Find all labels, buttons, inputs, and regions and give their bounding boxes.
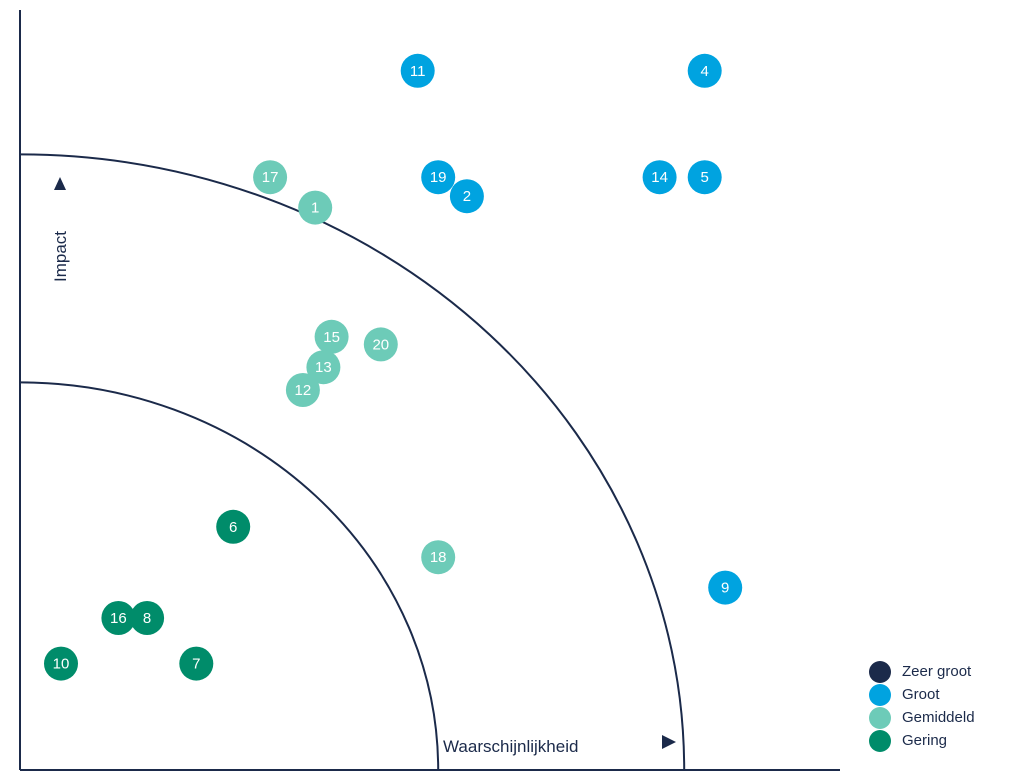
point-marker — [642, 160, 677, 195]
point-marker — [687, 53, 722, 88]
point-marker — [298, 190, 333, 225]
legend-item: Gering — [869, 729, 1019, 752]
point-label: 18 — [430, 549, 447, 566]
data-point-14: 14 — [642, 160, 677, 195]
zones-group — [19, 153, 686, 771]
data-point-4: 4 — [687, 53, 722, 88]
data-point-15: 15 — [314, 319, 349, 354]
point-label: 17 — [262, 169, 279, 186]
legend-label: Gemiddeld — [902, 709, 975, 726]
point-label: 14 — [651, 169, 668, 186]
data-point-11: 11 — [400, 53, 435, 88]
y-axis-label: Impact — [51, 231, 70, 282]
point-marker — [708, 570, 743, 605]
legend-item: Zeer groot — [869, 660, 1019, 683]
point-marker — [253, 160, 288, 195]
point-label: 12 — [295, 382, 312, 399]
data-point-20: 20 — [363, 327, 398, 362]
data-point-19: 19 — [421, 160, 456, 195]
point-label: 2 — [463, 188, 471, 205]
point-label: 16 — [110, 610, 127, 627]
point-marker — [421, 540, 456, 575]
zone-arc-inner — [19, 381, 440, 771]
point-label: 13 — [315, 359, 332, 376]
x-axis-label: Waarschijnlijkheid — [443, 737, 578, 756]
legend-item: Groot — [869, 683, 1019, 706]
point-label: 9 — [721, 580, 729, 597]
legend-label: Groot — [902, 686, 940, 703]
data-point-16: 16 — [101, 601, 136, 635]
legend-swatch — [869, 729, 891, 752]
point-marker — [687, 160, 722, 195]
point-marker — [44, 646, 78, 681]
legend-swatch — [869, 660, 891, 683]
point-marker — [421, 160, 456, 195]
point-marker — [314, 319, 349, 354]
legend-swatch — [869, 683, 891, 706]
point-label: 19 — [430, 169, 447, 186]
legend-label: Zeer groot — [902, 663, 972, 680]
data-point-18: 18 — [421, 540, 456, 575]
point-label: 4 — [701, 63, 709, 80]
legend-swatch — [869, 706, 891, 729]
point-label: 8 — [143, 610, 151, 627]
point-label: 20 — [372, 336, 389, 353]
point-marker — [179, 646, 214, 681]
x-axis-arrow-icon — [662, 735, 676, 749]
point-label: 15 — [323, 329, 340, 346]
point-label: 1 — [311, 200, 319, 217]
point-marker — [363, 327, 398, 362]
data-point-12: 12 — [285, 373, 320, 407]
point-marker — [130, 601, 165, 635]
point-label: 6 — [229, 519, 237, 536]
y-axis-arrow-icon — [54, 177, 66, 190]
point-label: 11 — [410, 63, 426, 80]
point-label: 10 — [53, 656, 70, 673]
point-label: 5 — [701, 169, 709, 186]
point-label: 7 — [192, 656, 200, 673]
legend-item: Gemiddeld — [869, 706, 1019, 729]
data-point-9: 9 — [708, 570, 743, 605]
data-point-2: 2 — [449, 179, 484, 214]
zone-arc-outer — [19, 153, 686, 771]
legend-label: Gering — [902, 732, 948, 749]
data-point-7: 7 — [179, 646, 214, 681]
point-marker — [449, 179, 484, 214]
data-point-17: 17 — [253, 160, 288, 195]
point-marker — [400, 53, 435, 88]
point-marker — [216, 509, 251, 544]
point-marker — [306, 350, 341, 385]
point-marker — [285, 373, 320, 407]
data-point-6: 6 — [216, 509, 251, 544]
point-marker — [101, 601, 136, 635]
data-point-1: 1 — [298, 190, 333, 225]
data-point-13: 13 — [306, 350, 341, 385]
legend: Zeer groot Groot Gemiddeld Gering — [869, 660, 1019, 752]
data-point-5: 5 — [687, 160, 722, 195]
data-point-8: 8 — [130, 601, 165, 635]
data-point-10: 10 — [44, 646, 78, 681]
